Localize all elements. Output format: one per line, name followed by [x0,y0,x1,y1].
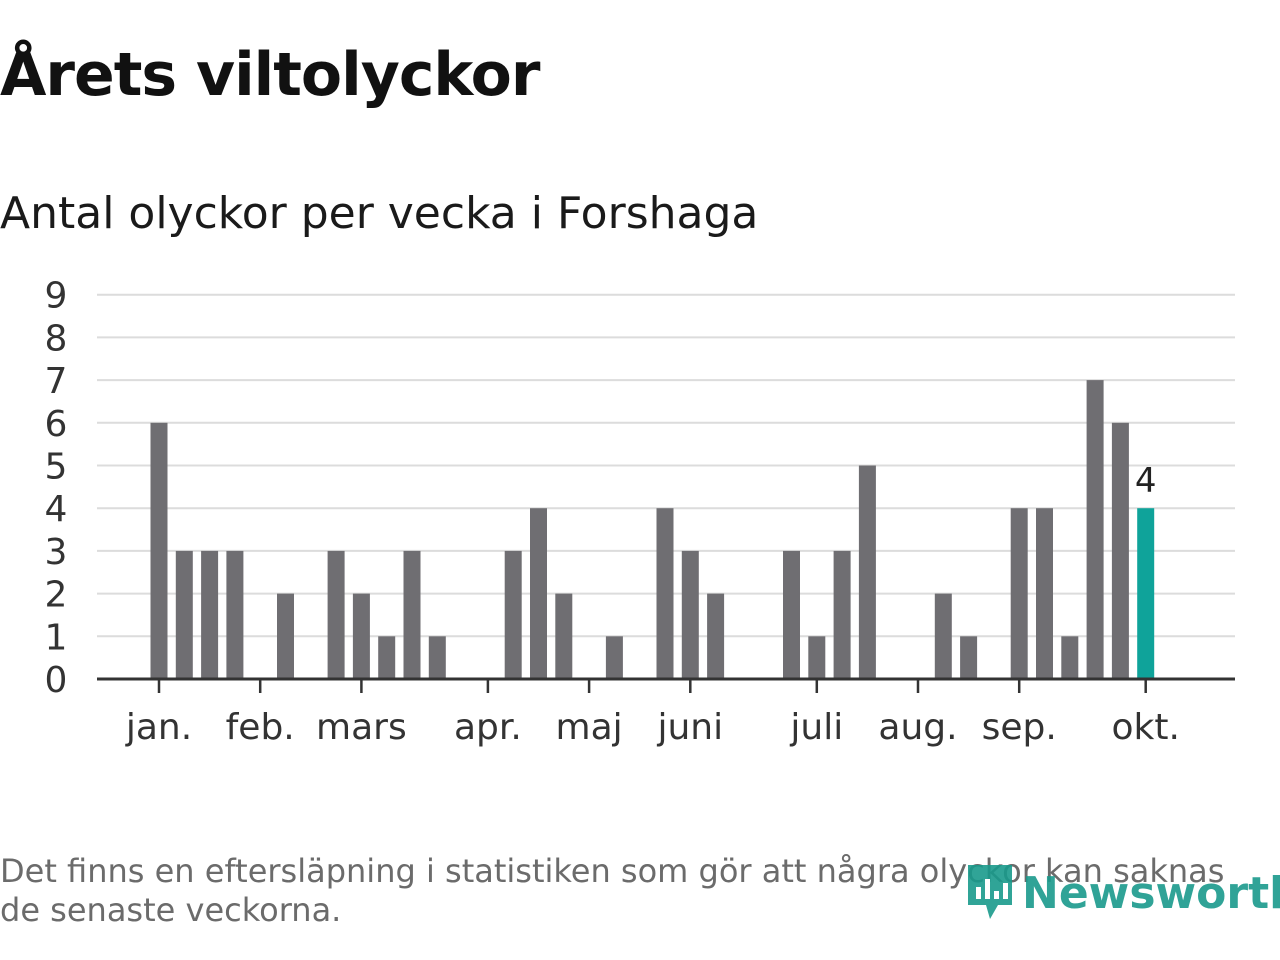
x-tick-label: feb. [226,707,295,748]
bar [1111,422,1129,679]
bar [833,550,851,679]
bar [327,550,345,679]
y-tick-label: 0 [45,660,68,701]
newsworthy-logo-icon [964,859,1016,927]
bar [681,550,699,679]
x-tick-label: sep. [982,707,1057,748]
bar [783,550,800,679]
bar [530,508,547,679]
bar [428,636,446,679]
bar [555,593,573,679]
bar [378,636,396,679]
bar [656,508,674,679]
bars [150,380,1155,679]
gridlines [97,293,1235,638]
x-tick-label: aug. [878,707,957,748]
bar [277,593,294,679]
bar [1061,636,1079,679]
data-labels: 4 [1135,461,1157,501]
y-tick-label: 8 [45,318,68,359]
bar [934,593,952,679]
bar-highlight [1137,508,1155,679]
x-tick-label: juli [789,707,843,748]
bar [605,636,623,679]
y-tick-label: 7 [45,361,68,402]
bar [808,636,826,679]
y-tick-label: 2 [45,575,68,616]
newsworthy-logo-text: Newsworthy [1022,867,1280,919]
x-tick-label: juni [656,707,723,748]
bar [1086,380,1104,679]
chart-subtitle: Antal olyckor per vecka i Forshaga [0,188,759,239]
bar [960,636,978,679]
bar [858,465,876,679]
bar [504,550,522,679]
bar [226,550,244,679]
x-axis-ticks: jan. feb. mars apr. maj juni juli aug. sep. okt. [125,679,1180,748]
bar [150,422,168,679]
bar [175,550,193,679]
bar [1036,508,1053,679]
x-tick-label: okt. [1111,707,1179,748]
chart-title: Årets viltolyckor [0,40,540,110]
bar [201,550,219,679]
bar [1010,508,1028,679]
bar [403,550,421,679]
y-tick-label: 6 [45,404,68,445]
y-tick-label: 3 [45,532,68,573]
footnote: Det finns en eftersläpning i statistiken… [0,852,1225,929]
x-tick-label: mars [316,707,407,748]
x-tick-label: jan. [125,707,192,748]
y-tick-label: 5 [45,447,68,488]
newsworthy-logo: Newsworthy [964,858,1280,928]
bar [707,593,725,679]
bar [352,593,370,679]
data-label: 4 [1135,461,1157,501]
y-tick-label: 4 [45,489,68,530]
y-tick-label: 9 [45,276,68,317]
x-tick-label: maj [556,707,623,748]
y-tick-label: 1 [45,617,68,658]
x-tick-label: apr. [454,707,522,748]
